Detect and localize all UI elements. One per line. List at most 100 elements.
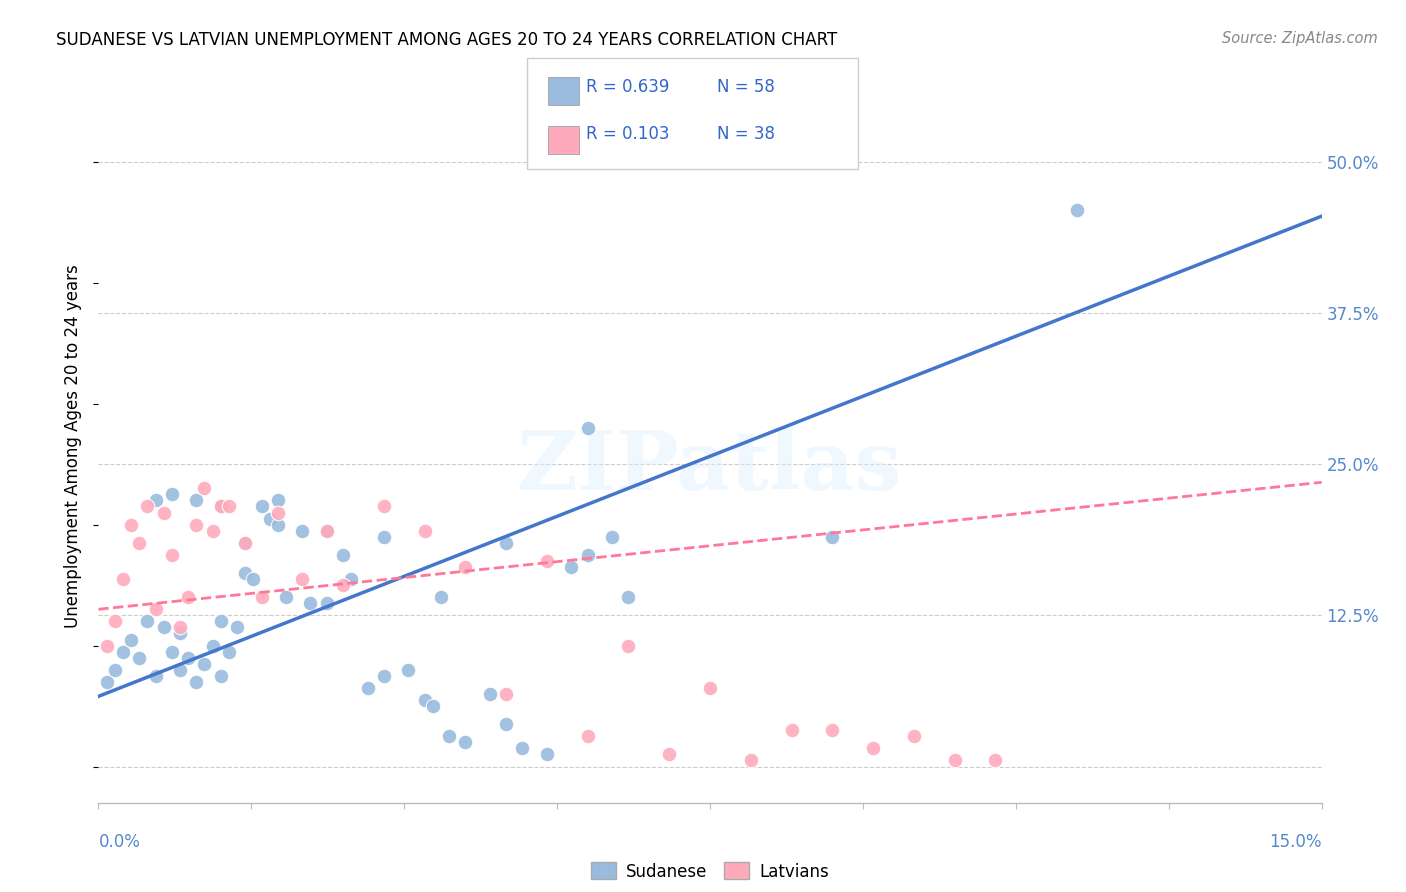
Legend: Sudanese, Latvians: Sudanese, Latvians [585,855,835,888]
Point [218,645,240,659]
Point [259,511,281,525]
Text: 0.0%: 0.0% [98,833,141,851]
Point [267,493,290,508]
Point [128,650,150,665]
Point [821,723,844,738]
Point [396,663,419,677]
Point [340,572,363,586]
Point [201,524,224,538]
Point [536,747,558,762]
Point [160,548,183,562]
Point [512,741,534,756]
Point [201,639,224,653]
Point [332,578,354,592]
Text: ZIPatlas: ZIPatlas [517,427,903,508]
Text: N = 58: N = 58 [717,78,775,96]
Point [478,687,501,701]
Point [454,735,477,749]
Point [740,754,762,768]
Point [209,500,232,514]
Point [186,674,208,689]
Point [299,596,322,610]
Point [413,693,436,707]
Point [186,517,208,532]
Point [413,524,436,538]
Point [315,596,337,610]
Point [209,615,232,629]
Point [186,493,208,508]
Point [315,524,337,538]
Point [658,747,681,762]
Point [152,506,174,520]
Text: N = 38: N = 38 [717,125,775,143]
Point [169,626,191,640]
Point [373,669,395,683]
Point [233,535,256,549]
Point [495,535,517,549]
Point [145,602,167,616]
Point [242,572,264,586]
Point [943,754,966,768]
Point [209,669,232,683]
Point [903,729,925,743]
Point [120,632,142,647]
Point [250,590,273,604]
Point [454,560,477,574]
Point [315,524,337,538]
Point [193,657,215,671]
Text: Source: ZipAtlas.com: Source: ZipAtlas.com [1222,31,1378,46]
Point [160,645,183,659]
Point [169,620,191,634]
Point [169,663,191,677]
Point [111,572,134,586]
Point [617,639,640,653]
Point [560,560,582,574]
Point [373,500,395,514]
Point [495,717,517,731]
Point [356,681,378,695]
Point [862,741,884,756]
Text: R = 0.103: R = 0.103 [586,125,669,143]
Point [1066,203,1088,218]
Point [104,615,127,629]
Point [576,421,599,435]
Point [128,535,150,549]
Point [145,493,167,508]
Point [576,548,599,562]
Point [104,663,127,677]
Point [177,650,200,665]
Point [145,669,167,683]
Point [233,535,256,549]
Text: 15.0%: 15.0% [1270,833,1322,851]
Point [218,500,240,514]
Point [152,620,174,634]
Point [209,500,232,514]
Point [96,639,118,653]
Point [250,500,273,514]
Point [617,590,640,604]
Point [136,500,159,514]
Point [136,615,159,629]
Point [96,674,118,689]
Point [233,566,256,580]
Text: SUDANESE VS LATVIAN UNEMPLOYMENT AMONG AGES 20 TO 24 YEARS CORRELATION CHART: SUDANESE VS LATVIAN UNEMPLOYMENT AMONG A… [56,31,838,49]
Point [226,620,249,634]
Point [291,524,314,538]
Point [437,729,460,743]
Point [536,554,558,568]
Point [332,548,354,562]
Point [120,517,142,532]
Point [373,530,395,544]
Point [576,729,599,743]
Point [160,487,183,501]
Point [193,481,215,495]
Point [422,699,444,714]
Text: R = 0.639: R = 0.639 [586,78,669,96]
Point [267,506,290,520]
Point [274,590,297,604]
Point [111,645,134,659]
Point [430,590,453,604]
Point [177,590,200,604]
Point [495,687,517,701]
Y-axis label: Unemployment Among Ages 20 to 24 years: Unemployment Among Ages 20 to 24 years [65,264,83,628]
